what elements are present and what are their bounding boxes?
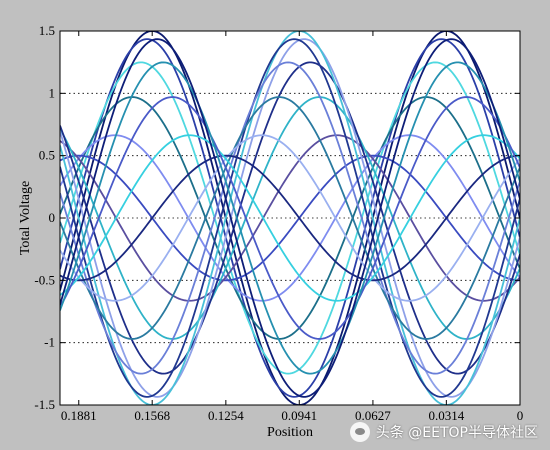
x-tick-label: 0.1254 bbox=[208, 408, 244, 423]
y-tick-label: 0.5 bbox=[39, 148, 55, 163]
series-line bbox=[60, 38, 520, 398]
series-line bbox=[60, 96, 520, 340]
series-line bbox=[60, 96, 520, 340]
series-line bbox=[60, 154, 520, 282]
series-line bbox=[60, 61, 520, 375]
y-tick-label: 1 bbox=[49, 85, 56, 100]
x-tick-label: 0 bbox=[517, 408, 524, 423]
series-line bbox=[60, 96, 520, 340]
series-line bbox=[60, 134, 520, 302]
x-tick-label: 0.1568 bbox=[134, 408, 170, 423]
x-tick-label: 0.0314 bbox=[428, 408, 464, 423]
x-axis-label: Position bbox=[267, 425, 313, 440]
y-tick-label: 1.5 bbox=[39, 23, 55, 38]
toutiao-logo-icon bbox=[349, 422, 370, 442]
y-axis-label: Total Voltage bbox=[18, 181, 33, 255]
y-tick-label: 0 bbox=[49, 210, 56, 225]
series-line bbox=[60, 38, 520, 398]
series-line bbox=[60, 134, 520, 302]
x-tick-label: 0.0627 bbox=[355, 408, 391, 423]
series-line bbox=[60, 61, 520, 375]
y-tick-label: -0.5 bbox=[34, 272, 55, 287]
watermark-text: 头条 @EETOP半导体社区 bbox=[375, 425, 538, 441]
series-line bbox=[60, 154, 520, 282]
x-tick-label: 0.1881 bbox=[61, 408, 97, 423]
series-line bbox=[60, 134, 520, 302]
series-group bbox=[60, 31, 520, 405]
y-tick-label: -1 bbox=[44, 335, 55, 350]
watermark: 头条 @EETOP半导体社区 bbox=[349, 422, 538, 442]
series-line bbox=[60, 61, 520, 375]
series-line bbox=[60, 38, 520, 398]
axis-ticks: 1.5 1 0.5 0 -0.5 -1 -1.5 0.1881 0.1568 0.1254 0.09… bbox=[34, 23, 523, 423]
series-line bbox=[60, 38, 520, 398]
series-line bbox=[60, 96, 520, 340]
y-tick-label: -1.5 bbox=[34, 397, 55, 412]
x-tick-label: 0.0941 bbox=[281, 408, 317, 423]
series-line bbox=[60, 61, 520, 375]
series-line bbox=[60, 134, 520, 302]
